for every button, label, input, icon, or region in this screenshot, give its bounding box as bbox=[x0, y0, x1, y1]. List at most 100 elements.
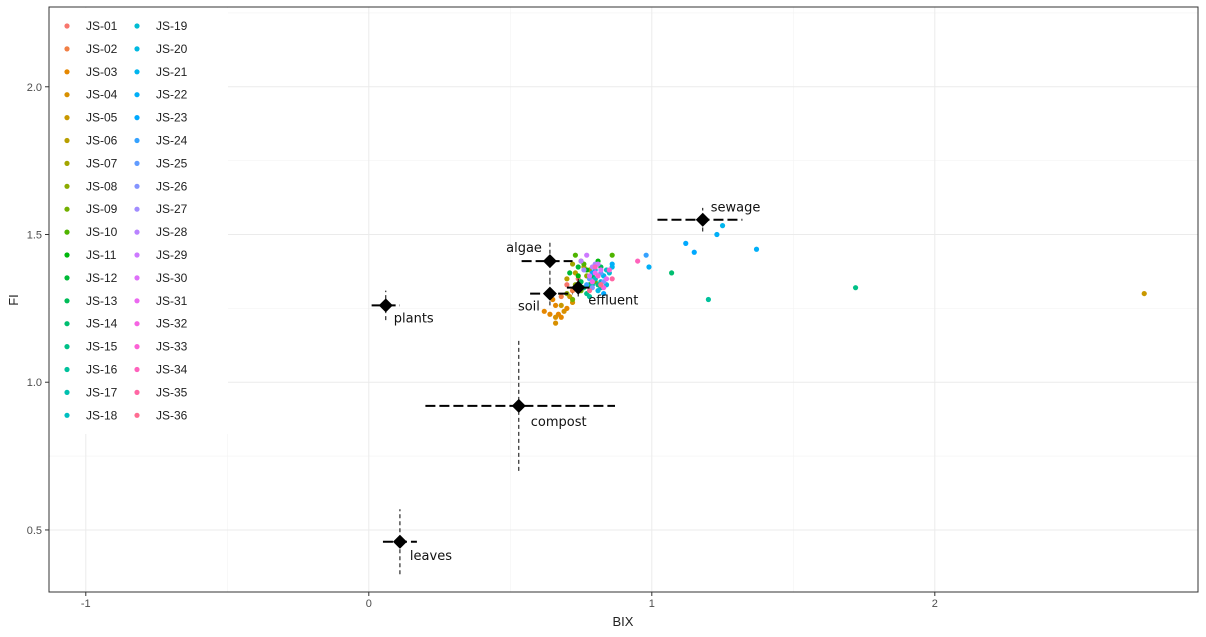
reference-label: plants bbox=[394, 311, 434, 326]
data-point bbox=[575, 264, 581, 270]
data-point bbox=[547, 311, 553, 317]
data-point bbox=[569, 261, 576, 267]
legend-key bbox=[64, 46, 70, 52]
y-tick-label: 2.0 bbox=[27, 82, 42, 94]
reference-label: effluent bbox=[588, 294, 638, 309]
data-point bbox=[643, 252, 649, 258]
legend-key bbox=[134, 366, 140, 373]
data-point bbox=[601, 290, 607, 297]
legend-label: JS-27 bbox=[156, 202, 188, 216]
data-point bbox=[581, 267, 587, 273]
legend-key bbox=[64, 183, 70, 189]
reference-label: compost bbox=[531, 415, 587, 430]
panel-border bbox=[48, 6, 1199, 593]
legend-key bbox=[64, 412, 70, 418]
data-point bbox=[691, 249, 697, 255]
data-point bbox=[714, 231, 720, 238]
legend-label: JS-28 bbox=[156, 225, 188, 239]
data-point bbox=[564, 276, 570, 282]
data-point bbox=[552, 314, 559, 320]
data-point bbox=[569, 296, 576, 303]
legend-key bbox=[134, 69, 140, 75]
data-point bbox=[592, 264, 598, 270]
legend-label: JS-36 bbox=[156, 408, 188, 422]
y-axis-title: FI bbox=[6, 294, 21, 306]
legend-label: JS-07 bbox=[86, 156, 118, 170]
legend-key bbox=[64, 344, 70, 350]
data-point bbox=[558, 293, 564, 300]
legend-label: JS-25 bbox=[156, 156, 188, 170]
legend-label: JS-10 bbox=[86, 225, 118, 239]
data-point bbox=[586, 273, 593, 279]
legend-key bbox=[134, 412, 140, 418]
legend-key bbox=[134, 46, 140, 52]
legend-label: JS-34 bbox=[156, 363, 188, 377]
legend-label: JS-29 bbox=[156, 248, 188, 262]
legend-label: JS-22 bbox=[156, 88, 188, 102]
legend-label: JS-32 bbox=[156, 317, 188, 331]
legend-key bbox=[134, 275, 140, 281]
legend-key bbox=[64, 321, 70, 327]
reference-label: sewage bbox=[711, 201, 761, 216]
legend-background bbox=[50, 8, 228, 434]
legend-label: JS-13 bbox=[86, 294, 118, 308]
data-point bbox=[669, 270, 675, 276]
y-tick-label: 0.5 bbox=[27, 525, 42, 537]
x-axis-title: BIX bbox=[613, 614, 634, 629]
legend-key bbox=[64, 252, 70, 258]
data-point bbox=[606, 267, 612, 273]
legend-label: JS-04 bbox=[86, 88, 118, 102]
legend-label: JS-08 bbox=[86, 179, 118, 193]
legend-label: JS-23 bbox=[156, 111, 188, 125]
legend-key bbox=[64, 298, 70, 304]
x-tick-label: -1 bbox=[81, 598, 91, 610]
legend-label: JS-01 bbox=[86, 19, 118, 33]
legend-key bbox=[64, 160, 70, 166]
legend-key bbox=[134, 115, 140, 121]
data-point bbox=[572, 252, 578, 258]
reference-marker bbox=[542, 286, 557, 301]
legend-key bbox=[64, 92, 70, 98]
legend-key bbox=[134, 389, 140, 395]
legend-key bbox=[134, 92, 140, 98]
legend-key bbox=[64, 115, 70, 121]
data-point bbox=[646, 264, 652, 270]
data-point bbox=[705, 296, 712, 303]
reference-label: algae bbox=[506, 241, 542, 256]
legend-label: JS-06 bbox=[86, 134, 118, 148]
data-point bbox=[561, 308, 567, 314]
legend-key bbox=[134, 23, 140, 29]
data-point bbox=[852, 285, 859, 291]
data-point bbox=[586, 293, 593, 300]
legend-key bbox=[134, 183, 140, 189]
data-point bbox=[558, 302, 564, 309]
legend-key bbox=[134, 344, 140, 350]
legend-key bbox=[134, 206, 140, 212]
legend-label: JS-31 bbox=[156, 294, 188, 308]
reference-marker bbox=[571, 280, 586, 295]
legend-key bbox=[134, 137, 140, 144]
reference-label: soil bbox=[518, 300, 540, 315]
legend-label: JS-02 bbox=[86, 42, 118, 56]
reference-marker bbox=[378, 298, 393, 313]
data-point bbox=[595, 273, 601, 279]
legend-key bbox=[64, 69, 70, 75]
data-point bbox=[1141, 290, 1147, 297]
data-point bbox=[683, 240, 689, 246]
data-point bbox=[584, 252, 590, 258]
data-point bbox=[567, 270, 573, 276]
legend: JS-01 JS-02 JS-03 JS-04 JS-05 JS-06 JS-07 JS-08… bbox=[50, 8, 228, 434]
data-point bbox=[609, 252, 615, 258]
legend-label: JS-15 bbox=[86, 340, 118, 354]
data-points bbox=[541, 223, 1147, 326]
data-point bbox=[586, 288, 593, 294]
legend-label: JS-35 bbox=[156, 385, 188, 399]
legend-label: JS-18 bbox=[86, 408, 118, 422]
data-point bbox=[589, 279, 595, 285]
data-point bbox=[635, 258, 641, 264]
legend-key bbox=[64, 206, 70, 212]
reference-marker bbox=[511, 398, 526, 413]
data-point bbox=[541, 308, 547, 314]
reference-marker bbox=[542, 254, 557, 269]
